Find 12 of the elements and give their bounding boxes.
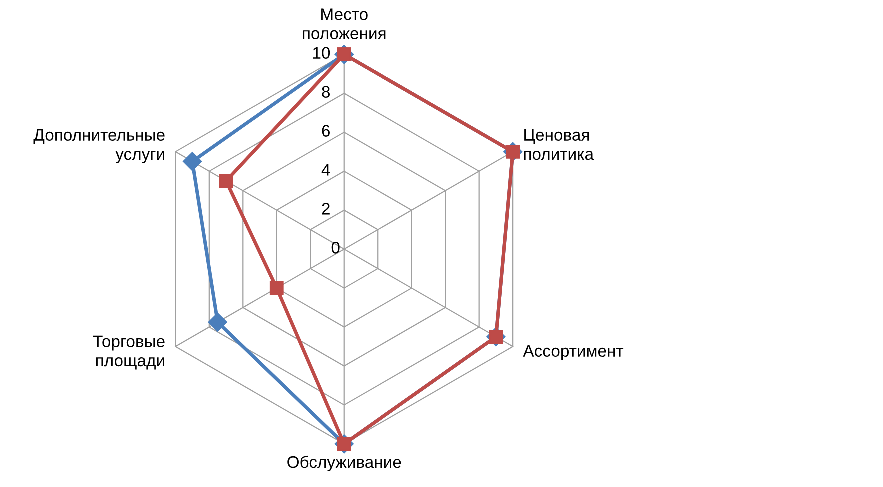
spoke-label: Ценовая политика bbox=[524, 129, 594, 160]
spoke-label: Дополнительные услуги bbox=[34, 129, 165, 164]
spoke-label: Обслуживание bbox=[288, 456, 402, 472]
y-tick-label: 10 bbox=[313, 47, 330, 60]
y-tick-label: 0 bbox=[332, 242, 340, 254]
y-tick-label: 8 bbox=[322, 86, 330, 98]
spoke-label: Торговые площади bbox=[93, 336, 165, 370]
y-tick-label: 6 bbox=[322, 125, 330, 137]
y-tick-label: 2 bbox=[322, 203, 330, 215]
spoke-label: Ассортимент bbox=[523, 345, 624, 360]
spoke-label: Место положения bbox=[303, 8, 386, 40]
y-tick-label: 4 bbox=[322, 164, 330, 176]
